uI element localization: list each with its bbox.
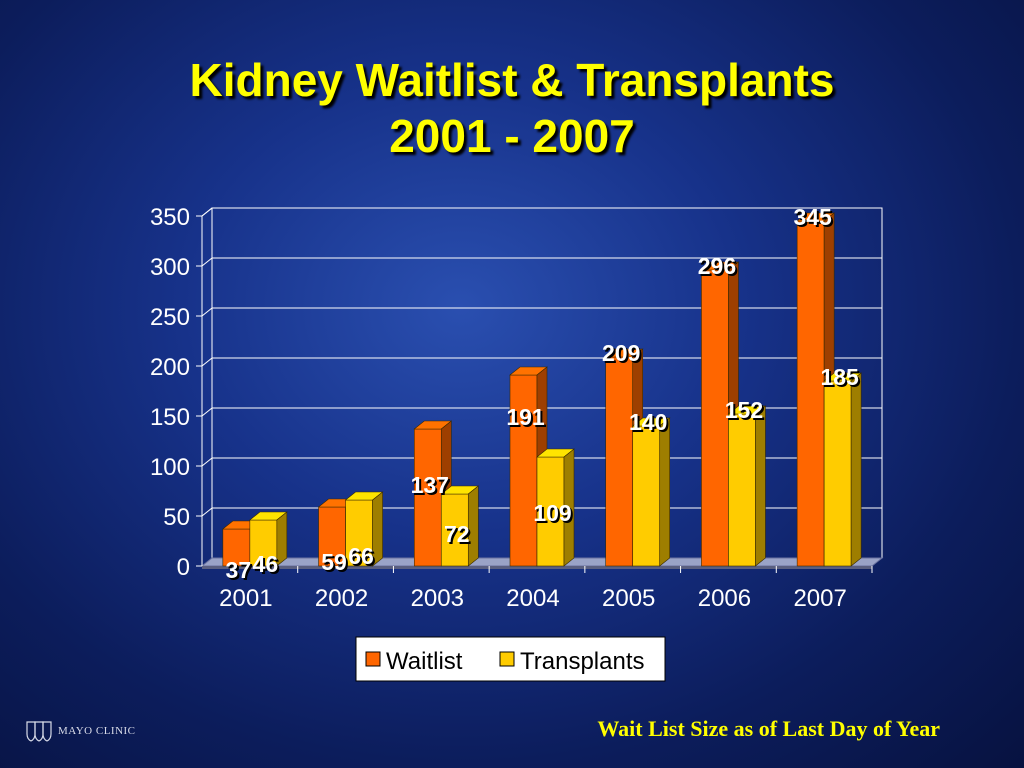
data-label-transplants-2001: 46 [253, 551, 279, 577]
x-tick-label: 2004 [506, 585, 559, 612]
x-tick-label: 2002 [315, 585, 368, 612]
y-tick-label: 100 [150, 454, 190, 481]
x-tick-label: 2003 [411, 585, 464, 612]
data-label-shadow: 140 [631, 411, 669, 437]
logo-text: MAYO CLINIC [58, 725, 136, 737]
y-tick-label: 300 [150, 254, 190, 281]
bar-side-transplants-2006 [755, 405, 766, 567]
data-label-shadow: 72 [446, 523, 472, 549]
gridline [201, 207, 882, 217]
data-label-transplants-2004: 109 [533, 500, 571, 526]
footnote: Wait List Size as of Last Day of Year [597, 716, 940, 741]
data-label-shadow: 191 [508, 406, 547, 432]
data-label-waitlist-2001: 37 [226, 557, 252, 583]
data-label-shadow: 209 [604, 342, 642, 368]
bar-side-transplants-2002 [372, 491, 383, 567]
bar-side-transplants-2005 [659, 417, 671, 567]
y-tick-label: 0 [177, 554, 190, 581]
data-label-shadow: 46 [255, 553, 281, 579]
data-label-shadow: 137 [413, 474, 451, 500]
data-label-shadow: 185 [822, 366, 861, 392]
data-label-waitlist-2005: 209 [602, 340, 640, 366]
data-label-shadow: 59 [323, 551, 349, 577]
gridline [201, 257, 882, 267]
plot-floor-edge [202, 566, 872, 569]
data-label-shadow: 152 [727, 399, 765, 425]
y-axis-top-edge [201, 207, 213, 217]
x-tick-label: 2007 [793, 585, 846, 612]
bar-transplants-2005 [632, 425, 661, 567]
bar-side-transplants-2004 [563, 448, 575, 567]
bar-waitlist-2005 [605, 356, 634, 567]
data-label-transplants-2003: 72 [444, 521, 470, 547]
data-label-shadow: 66 [350, 545, 376, 571]
legend-label-waitlist: Waitlist [386, 648, 463, 675]
gridline [201, 407, 882, 417]
data-label-shadow: 345 [795, 206, 834, 232]
mayo-shield-icon [26, 721, 52, 742]
chart-title-line-1: Kidney Waitlist & Transplants [189, 54, 835, 106]
data-label-waitlist-2007: 345 [793, 204, 832, 230]
data-label-transplants-2006: 152 [725, 397, 763, 423]
chart-title-line-2: 2001 - 2007 [389, 110, 635, 162]
legend-swatch-transplants [499, 651, 515, 667]
y-tick-label: 350 [150, 204, 190, 231]
y-tick-label: 200 [150, 354, 190, 381]
bar-transplants-2004 [536, 456, 565, 567]
data-label-shadow: 37 [228, 559, 254, 585]
data-label-transplants-2002: 66 [348, 543, 374, 569]
bar-side-transplants-2001 [276, 511, 288, 567]
data-label-transplants-2005: 140 [629, 409, 667, 435]
legend-swatch-waitlist [365, 651, 381, 667]
bar-transplants-2007 [823, 380, 852, 567]
x-tick-label: 2005 [602, 585, 655, 612]
chart-title: Kidney Waitlist & Transplants 2001 - 200… [0, 52, 1024, 164]
logo: MAYO CLINIC [26, 720, 136, 742]
data-label-shadow: 109 [535, 502, 573, 528]
legend-label-transplants: Transplants [520, 648, 645, 675]
data-label-waitlist-2003: 137 [411, 472, 449, 498]
y-tick-label: 150 [150, 404, 190, 431]
bar-waitlist-2006 [701, 269, 729, 567]
bar-waitlist-2003 [413, 428, 442, 567]
bar-transplants-2002 [345, 499, 373, 567]
gridline [201, 307, 882, 317]
y-tick-label: 50 [163, 504, 190, 531]
data-label-waitlist-2002: 59 [321, 549, 347, 575]
bar-side-transplants-2003 [467, 485, 479, 567]
y-tick-label: 250 [150, 304, 190, 331]
gridline [201, 357, 882, 367]
bar-waitlist-2001 [222, 528, 251, 567]
bar-side-transplants-2007 [850, 372, 862, 567]
x-tick-label: 2006 [698, 585, 751, 612]
bar-waitlist-2007 [796, 220, 825, 567]
bar-transplants-2006 [728, 413, 756, 567]
data-label-transplants-2007: 185 [820, 364, 859, 390]
x-tick-label: 2001 [219, 585, 272, 612]
data-label-waitlist-2006: 296 [698, 253, 736, 279]
data-label-shadow: 296 [700, 255, 738, 281]
data-label-waitlist-2004: 191 [506, 404, 545, 430]
